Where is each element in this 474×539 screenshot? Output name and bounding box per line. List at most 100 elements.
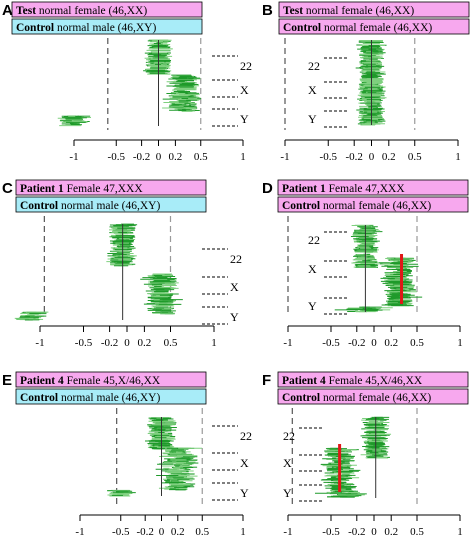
legend-test-box — [11, 1, 203, 18]
x-tick-label: 0.5 — [164, 337, 178, 349]
legend-test-bold: Patient 4 — [282, 375, 329, 387]
legend-test-box — [278, 1, 470, 18]
x-tick-label: 1 — [211, 337, 217, 349]
chromosome-label-y: Y — [230, 310, 239, 324]
legend-control-bold: Control — [282, 200, 323, 212]
panel-letter: D — [262, 180, 273, 197]
x-tick-label: -0.5 — [320, 151, 338, 163]
x-tick-label: -0.2 — [133, 151, 150, 163]
legend-control-box — [15, 388, 207, 405]
panel-letter: B — [262, 2, 273, 19]
panel-c: C Patient 1 Female 47,XXX Control normal m… — [2, 179, 242, 349]
x-tick-label: 0.5 — [194, 151, 208, 163]
legend-test-rest: Female 45,X/46,XX — [67, 375, 161, 387]
x-tick-label: -0.5 — [322, 526, 340, 538]
legend-test-rest: normal female (46,XX) — [39, 5, 147, 17]
x-tick-label: 0 — [369, 151, 375, 163]
legend-control-box — [278, 18, 470, 35]
legend-control-label: Control normal male (46,XY) — [16, 22, 156, 34]
legend-control-bold: Control — [283, 22, 324, 34]
legend-test-bold: Test — [283, 5, 306, 17]
x-tick-label: 0.5 — [410, 337, 424, 349]
panel-e: E Patient 4 Female 45,X/46,XX Control norm… — [2, 371, 252, 538]
chromosome-label-x: X — [308, 83, 317, 97]
legend-control-rest: normal female (46,XX) — [324, 22, 432, 34]
x-tick-label: -1 — [35, 337, 44, 349]
panel-letter: E — [2, 372, 12, 389]
legend-control-rest: normal female (46,XX) — [323, 200, 431, 212]
x-tick-label: -0.5 — [108, 151, 126, 163]
x-tick-label: 0 — [156, 151, 162, 163]
chromosome-label-x: X — [283, 456, 292, 470]
legend-control-rest: normal male (46,XY) — [61, 392, 160, 404]
legend-control-bold: Control — [20, 392, 61, 404]
x-tick-label: 1 — [457, 337, 463, 349]
panel-f: F Patient 4 Female 45,X/46,XX Control norm… — [262, 371, 469, 538]
legend-test-bold: Patient 4 — [20, 375, 67, 387]
x-tick-label: -1 — [283, 526, 292, 538]
chromosome-label-y: Y — [283, 486, 292, 500]
chromosome-label-22: 22 — [240, 429, 252, 443]
legend-control-box — [277, 196, 469, 213]
chromosome-label-y: Y — [240, 112, 249, 126]
legend-test-label: Patient 4 Female 45,X/46,XX — [20, 375, 161, 387]
x-tick-label: -0.2 — [101, 337, 118, 349]
legend-test-rest: normal female (46,XX) — [306, 5, 414, 17]
legend-test-label: Patient 4 Female 45,X/46,XX — [282, 375, 423, 387]
chromosome-label-y: Y — [308, 112, 317, 126]
chromosome-label-22: 22 — [308, 59, 320, 73]
x-tick-label: -1 — [283, 337, 292, 349]
chromosome-label-22: 22 — [308, 233, 320, 247]
x-tick-label: -0.5 — [75, 337, 93, 349]
legend-test-label: Test normal female (46,XX) — [16, 5, 147, 17]
legend-control-label: Control normal male (46,XY) — [20, 392, 160, 404]
x-tick-label: 0.2 — [169, 151, 183, 163]
legend-control-rest: normal male (46,XY) — [57, 22, 156, 34]
legend-control-rest: normal female (46,XX) — [323, 392, 431, 404]
x-tick-label: 0 — [371, 337, 377, 349]
legend-control-bold: Control — [282, 392, 323, 404]
legend-control-bold: Control — [20, 200, 61, 212]
x-tick-label: -0.2 — [345, 151, 362, 163]
legend-test-bold: Patient 1 — [20, 183, 67, 195]
x-tick-label: -0.2 — [348, 337, 365, 349]
chromosome-label-x: X — [240, 83, 249, 97]
x-tick-label: 0.2 — [384, 526, 398, 538]
legend-control-box — [11, 18, 203, 35]
legend-test-label: Test normal female (46,XX) — [283, 5, 414, 17]
legend-test-rest: Female 47,XXX — [329, 183, 406, 195]
legend-control-rest: normal male (46,XY) — [61, 200, 160, 212]
panel-b: B Test normal female (46,XX)Control norma… — [262, 1, 470, 163]
panel-letter: A — [2, 2, 13, 19]
x-tick-label: 1 — [455, 151, 461, 163]
x-tick-label: 0.2 — [138, 337, 152, 349]
x-tick-label: -1 — [280, 151, 289, 163]
x-tick-label: 0 — [371, 526, 377, 538]
x-tick-label: 0.5 — [195, 526, 209, 538]
panel-a: A Test normal female (46,XX) Control norma… — [2, 1, 252, 163]
legend-control-box — [277, 388, 469, 405]
x-tick-label: 0.2 — [384, 337, 398, 349]
x-tick-label: 1 — [457, 526, 463, 538]
legend-test-label: Patient 1 Female 47,XXX — [20, 183, 143, 195]
legend-test-rest: Female 45,X/46,XX — [329, 375, 423, 387]
chromosome-label-y: Y — [240, 486, 249, 500]
legend-control-label: Control normal female (46,XX) — [282, 392, 431, 404]
panel-d: D Patient 1 Female 47,XXX Control normal f… — [262, 179, 469, 349]
legend-test-box — [15, 371, 207, 388]
x-tick-label: -0.5 — [322, 337, 340, 349]
x-tick-label: -0.2 — [348, 526, 365, 538]
x-tick-label: -1 — [69, 151, 78, 163]
legend-control-label: Control normal female (46,XX) — [283, 22, 432, 34]
x-tick-label: 1 — [240, 526, 246, 538]
chromosome-label-22: 22 — [283, 429, 295, 443]
chromosome-label-22: 22 — [230, 252, 242, 266]
legend-control-label: Control normal male (46,XY) — [20, 200, 160, 212]
legend-test-box — [277, 371, 469, 388]
panel-letter: F — [262, 372, 271, 389]
x-tick-label: -0.2 — [136, 526, 153, 538]
x-tick-label: 0.2 — [171, 526, 185, 538]
x-tick-label: 1 — [240, 151, 246, 163]
legend-test-rest: Female 47,XXX — [67, 183, 144, 195]
x-tick-label: -1 — [75, 526, 84, 538]
